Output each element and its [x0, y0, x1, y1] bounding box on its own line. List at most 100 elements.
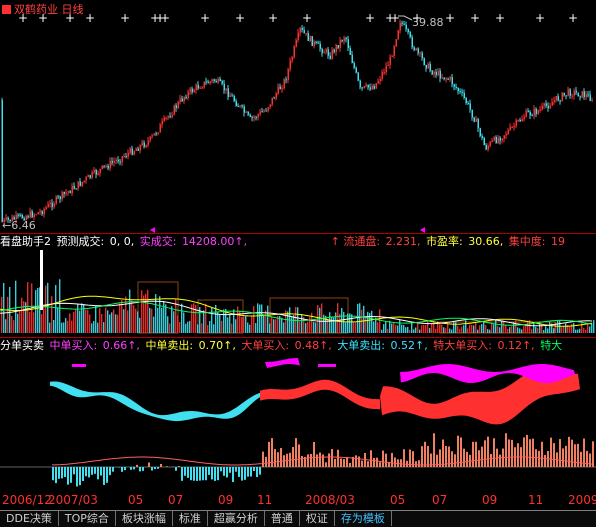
- volume-bar: [129, 290, 130, 333]
- volume-bar: [319, 308, 320, 333]
- volume-bar: [469, 325, 470, 333]
- histogram-bar: [151, 467, 153, 470]
- candle-body: [560, 101, 562, 102]
- volume-bar: [369, 313, 370, 333]
- volume-bar: [471, 325, 472, 333]
- candle-body: [178, 102, 180, 108]
- candle-body: [218, 79, 220, 82]
- volume-bar: [261, 304, 262, 333]
- candle-body: [40, 211, 42, 212]
- candle-body: [478, 119, 480, 128]
- histogram-bar: [250, 467, 252, 476]
- candle-body: [582, 91, 584, 97]
- candle-body: [528, 111, 530, 112]
- volume-bar: [37, 288, 38, 333]
- candle-body: [554, 100, 556, 102]
- volume-bar: [1, 297, 2, 333]
- volume-bar: [587, 324, 588, 333]
- candle-body: [430, 64, 432, 71]
- volume-bar: [219, 314, 220, 333]
- tab-sector-gain[interactable]: 板块涨幅: [116, 511, 173, 526]
- histogram-bar: [148, 462, 150, 467]
- volume-bar: [401, 325, 402, 333]
- histogram-bar: [166, 466, 168, 467]
- volume-bar: [91, 323, 92, 333]
- volume-bar: [329, 312, 330, 333]
- signal-cross-mark: +: [302, 11, 312, 25]
- tab-save-template[interactable]: 存为模板: [335, 511, 392, 526]
- candle-body: [322, 49, 324, 53]
- volume-bar: [195, 305, 196, 333]
- candle-body: [492, 140, 494, 141]
- candle-body: [208, 82, 210, 83]
- signal-cross-mark: +: [568, 11, 578, 25]
- tab-standard[interactable]: 标准: [173, 511, 208, 526]
- tab-dde[interactable]: DDE决策: [0, 511, 59, 526]
- histogram-bar: [484, 440, 486, 467]
- candle-body: [382, 72, 384, 79]
- volume-bar: [237, 307, 238, 333]
- volume-bar: [457, 326, 458, 333]
- volume-bar: [123, 309, 124, 333]
- volume-bar: [463, 325, 464, 333]
- histogram-bar: [427, 446, 429, 467]
- candle-body: [52, 203, 54, 207]
- tab-super-win[interactable]: 超赢分析: [208, 511, 265, 526]
- tab-warrant[interactable]: 权证: [300, 511, 335, 526]
- candle-body: [458, 88, 460, 91]
- volume-bar: [45, 286, 46, 333]
- histogram-bar: [178, 466, 180, 467]
- histogram-bar: [112, 467, 114, 472]
- flow-info-bar: 分单买卖 中单买入: 0.66↑, 中单卖出: 0.70↑, 大单买入: 0.4…: [0, 339, 564, 352]
- candle-body: [428, 64, 430, 69]
- volume-indicator-name[interactable]: 看盘助手2: [0, 235, 51, 248]
- volume-bar: [383, 324, 384, 333]
- candle-body: [118, 160, 120, 162]
- volume-bar: [167, 316, 168, 333]
- volume-bar: [153, 317, 154, 333]
- candle-body: [294, 47, 296, 58]
- tab-top[interactable]: TOP综合: [59, 511, 116, 526]
- flow-indicator-name[interactable]: 分单买卖: [0, 339, 44, 352]
- histogram-bar: [247, 467, 249, 477]
- candle-body: [22, 215, 24, 218]
- actual-volume-label: 实成交:: [140, 235, 177, 248]
- candle-body: [232, 96, 234, 97]
- candle-body: [112, 161, 114, 163]
- volume-bar: [535, 327, 536, 333]
- volume-bar: [343, 312, 344, 333]
- candle-body: [360, 81, 362, 88]
- candle-body: [206, 82, 208, 83]
- candle-body: [272, 98, 274, 105]
- candle-body: [126, 156, 128, 157]
- tab-normal[interactable]: 普通: [265, 511, 300, 526]
- candle-body: [284, 79, 286, 88]
- candle-body: [358, 73, 360, 81]
- price-low-arrow-icon: ←: [2, 219, 11, 232]
- histogram-bar: [337, 450, 339, 467]
- volume-bar: [283, 322, 284, 333]
- candle-body: [136, 149, 138, 151]
- histogram-bar: [79, 467, 81, 485]
- volume-bar: [373, 321, 374, 333]
- volume-bar: [577, 330, 578, 333]
- candle-body: [566, 95, 568, 96]
- histogram-bar: [343, 459, 345, 467]
- histogram-bar: [202, 467, 204, 480]
- histogram-bar: [85, 467, 87, 476]
- candle-body: [380, 79, 382, 81]
- volume-info-bar: 看盘助手2 预测成交: 0, 0, 实成交: 14208.00↑, ↑ 流通盘:…: [0, 235, 567, 248]
- candle-body: [454, 84, 456, 87]
- volume-bar: [439, 325, 440, 333]
- candle-body: [156, 133, 158, 134]
- volume-bar: [19, 311, 20, 333]
- volume-bar: [95, 306, 96, 333]
- volume-bar: [519, 328, 520, 333]
- histogram-bar: [217, 467, 219, 480]
- candle-body: [180, 99, 182, 102]
- price-low-label: ←6.46: [2, 219, 36, 232]
- histogram-bar: [175, 467, 177, 471]
- candle-body: [510, 127, 512, 130]
- volume-bar: [47, 283, 48, 333]
